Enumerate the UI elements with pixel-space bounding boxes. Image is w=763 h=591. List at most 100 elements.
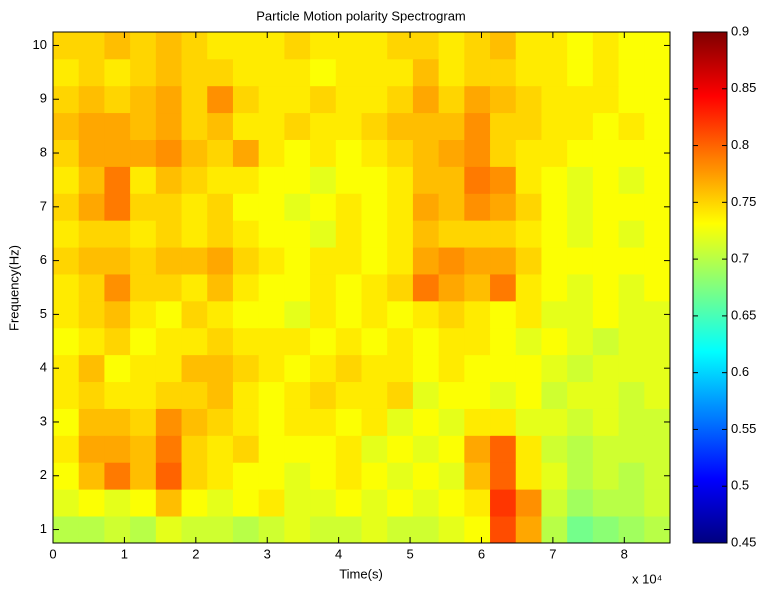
heatmap-cell (104, 300, 131, 329)
heatmap-cell (310, 516, 337, 544)
heatmap-cell (644, 327, 671, 356)
heatmap-cell (155, 516, 182, 544)
heatmap-cell (335, 85, 362, 114)
heatmap-cell (387, 58, 414, 87)
heatmap-cell (207, 58, 234, 87)
heatmap-cell (155, 354, 182, 383)
heatmap-cell (515, 193, 542, 221)
heatmap-cell (361, 489, 388, 517)
heatmap-cell (104, 58, 131, 87)
heatmap-cell (515, 166, 542, 194)
heatmap-cell (335, 58, 362, 87)
heatmap-cell (387, 220, 414, 248)
y-tick-label: 7 (40, 198, 47, 213)
heatmap-cell (644, 274, 671, 302)
heatmap-cell (232, 489, 260, 517)
heatmap-cell (181, 300, 208, 329)
heatmap-cell (438, 139, 465, 167)
heatmap-cell (335, 247, 362, 275)
heatmap-cell (232, 381, 260, 409)
heatmap-cell (515, 354, 542, 383)
heatmap-cell (207, 112, 234, 140)
heatmap-cell (490, 166, 517, 194)
heatmap-cell (335, 112, 362, 140)
heatmap-cell (618, 462, 645, 490)
heatmap-cell (541, 381, 568, 409)
heatmap-cell (284, 327, 311, 356)
heatmap-cell (490, 435, 517, 463)
heatmap-cell (361, 220, 388, 248)
heatmap-cell (181, 58, 208, 87)
heatmap-cell (541, 489, 568, 517)
heatmap-cell (104, 220, 131, 248)
heatmap-cell (361, 139, 388, 167)
heatmap-cell (490, 220, 517, 248)
heatmap-cell (104, 408, 131, 436)
heatmap-cell (181, 462, 208, 490)
heatmap-cell (618, 32, 645, 60)
heatmap-cell (181, 112, 208, 140)
heatmap-cell (387, 462, 414, 490)
heatmap-cell (104, 354, 131, 383)
heatmap-cell (592, 274, 619, 302)
heatmap-cell (335, 354, 362, 383)
heatmap-cell (541, 139, 568, 167)
heatmap-cell (284, 462, 311, 490)
heatmap-cell (438, 408, 465, 436)
heatmap-cell (310, 274, 337, 302)
heatmap-cell (438, 354, 465, 383)
heatmap-cell (310, 327, 337, 356)
heatmap-cell (207, 220, 234, 248)
x-axis-label: Time(s) (339, 566, 383, 581)
heatmap-cell (284, 166, 311, 194)
heatmap-cell (387, 193, 414, 221)
heatmap-cell (335, 166, 362, 194)
heatmap-cell (155, 220, 182, 248)
heatmap-cell (644, 435, 671, 463)
heatmap-cell (130, 247, 157, 275)
heatmap-cell (490, 112, 517, 140)
heatmap-cell (464, 274, 491, 302)
heatmap-cell (310, 435, 337, 463)
heatmap-cell (412, 408, 440, 436)
heatmap-cell (541, 274, 568, 302)
heatmap-cell (310, 489, 337, 517)
heatmap-cell (155, 408, 182, 436)
heatmap-cell (258, 85, 285, 114)
heatmap-cell (232, 85, 260, 114)
heatmap-cell (412, 381, 440, 409)
heatmap-cell (181, 489, 208, 517)
heatmap-cell (592, 327, 619, 356)
heatmap-cell (335, 381, 362, 409)
heatmap-cell (53, 381, 80, 409)
heatmap-cell (387, 354, 414, 383)
heatmap-cell (361, 435, 388, 463)
heatmap-cell (130, 139, 157, 167)
colorbar-tick-label: 0.55 (731, 421, 756, 436)
heatmap-cell (592, 354, 619, 383)
heatmap-cell (412, 354, 440, 383)
heatmap-cell (104, 166, 131, 194)
heatmap-cell (387, 300, 414, 329)
heatmap-cell (592, 489, 619, 517)
heatmap-cell (464, 327, 491, 356)
heatmap-cell (361, 354, 388, 383)
heatmap-cell (515, 85, 542, 114)
heatmap-cell (464, 247, 491, 275)
heatmap-cell (258, 112, 285, 140)
heatmap-cell (284, 435, 311, 463)
heatmap-cell (618, 112, 645, 140)
heatmap-cell (592, 300, 619, 329)
heatmap-cell (232, 139, 260, 167)
heatmap-cell (618, 327, 645, 356)
heatmap-cell (464, 408, 491, 436)
heatmap-cell (464, 220, 491, 248)
heatmap-cell (310, 58, 337, 87)
heatmap-cell (181, 408, 208, 436)
heatmap-cell (567, 354, 594, 383)
heatmap-cell (130, 85, 157, 114)
heatmap-cell (181, 327, 208, 356)
heatmap-cell (361, 462, 388, 490)
heatmap-cell (618, 381, 645, 409)
heatmap-cell (284, 32, 311, 60)
